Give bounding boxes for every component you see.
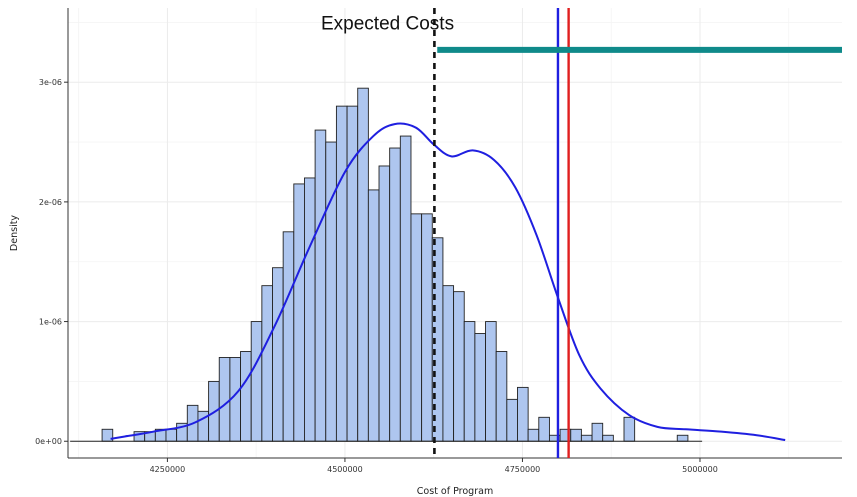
histogram-bar (165, 428, 178, 442)
x-tick-label: 4750000 (505, 465, 541, 474)
x-tick-label: 4250000 (150, 465, 186, 474)
histogram-bar (325, 141, 337, 442)
y-tick-label: 1e-06 (39, 318, 62, 327)
histogram-bar (335, 105, 348, 442)
axis-ticks: 4250000 4500000 4750000 5000000 0e+00 1e-06 2e… (35, 78, 718, 474)
histogram-bar (506, 398, 518, 442)
histogram-bar (304, 177, 316, 442)
expected-costs-annotation: Expected Costs (321, 13, 454, 34)
histogram-bar (389, 147, 401, 442)
histogram-bar (623, 416, 636, 442)
histogram-bar (485, 321, 497, 442)
histogram-bar (442, 285, 455, 442)
reference-lines (433, 8, 570, 458)
histogram-bar (293, 183, 305, 442)
histogram-bar (218, 357, 231, 442)
histogram-bar (570, 428, 582, 442)
histogram-bar (272, 267, 284, 442)
histogram-bar (527, 428, 540, 442)
x-tick-label: 5000000 (682, 465, 718, 474)
histogram-bar (378, 165, 391, 442)
histogram-bar (580, 434, 593, 442)
histogram-bar (399, 135, 412, 442)
histogram-bar (517, 386, 529, 442)
histogram-bar (474, 333, 486, 442)
histogram-bar (250, 321, 263, 442)
histogram-bar (421, 213, 433, 442)
histogram-bar (240, 351, 252, 442)
histogram-bar (410, 213, 423, 442)
y-tick-label: 3e-06 (39, 78, 62, 87)
histogram-bar (495, 351, 508, 442)
y-tick-label: 2e-06 (39, 198, 62, 207)
axes (67, 8, 842, 459)
x-axis-title: Cost of Program (417, 486, 493, 497)
histogram-bar (453, 291, 465, 442)
x-tick-label: 4500000 (327, 465, 363, 474)
histogram-bar (538, 416, 550, 442)
histogram-bar (367, 189, 380, 442)
histogram-bar (602, 434, 614, 442)
y-tick-label: 0e+00 (35, 437, 62, 446)
histogram-bar (591, 422, 604, 442)
histogram-bar (463, 321, 476, 442)
y-axis-title: Density (9, 215, 20, 251)
histogram-bar (676, 434, 689, 442)
histogram-bar (261, 285, 273, 442)
density-curve-line (110, 122, 786, 442)
histogram-bar (282, 231, 295, 442)
histogram-bar (314, 129, 327, 442)
histogram-bar (357, 87, 369, 442)
